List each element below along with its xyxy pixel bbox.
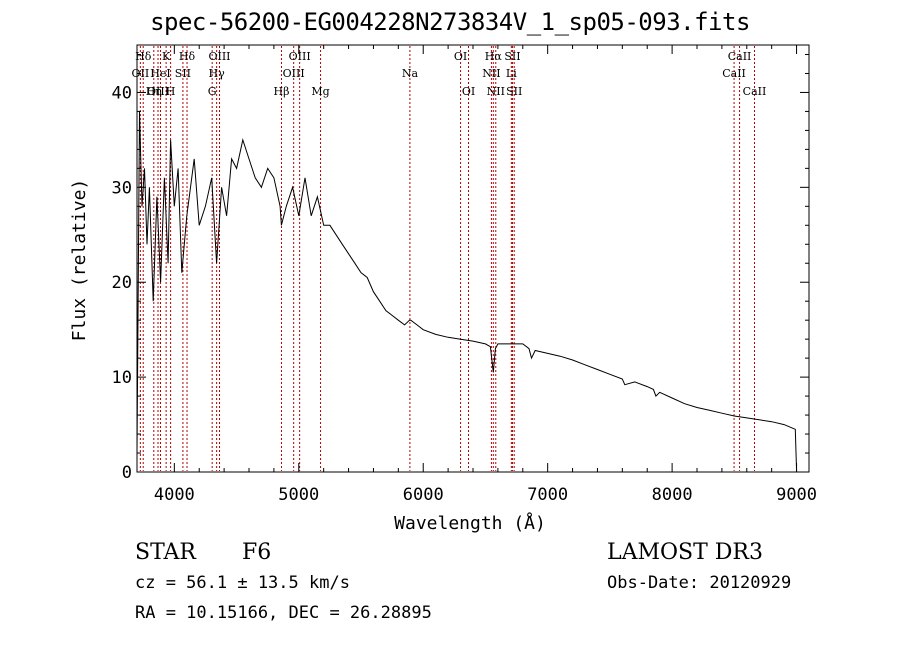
line-label-7: SII (504, 50, 520, 63)
line-label-20: H (166, 85, 176, 98)
x-axis: 4000 5000 6000 7000 8000 9000 (154, 45, 817, 505)
line-label-0: Hδ (135, 50, 152, 63)
y-tick-label-0: 0 (122, 463, 132, 483)
y-tick-label-2: 20 (112, 273, 132, 293)
line-label-5: OI (454, 50, 467, 63)
line-label-15: NII (482, 67, 500, 80)
coordinates: RA = 10.15166, DEC = 26.28895 (135, 603, 432, 623)
line-label-22: Hβ (274, 85, 290, 98)
line-label-24: OI (462, 85, 475, 98)
line-label-23: Mg (311, 85, 329, 98)
line-label-4: OIII (289, 50, 311, 63)
line-label-26: SII (506, 85, 522, 98)
y-tick-label-3: 30 (112, 178, 132, 198)
x-tick-label-0: 4000 (154, 485, 195, 505)
x-tick-label-2: 6000 (403, 485, 444, 505)
redshift-velocity: cz = 56.1 ± 13.5 km/s (135, 573, 350, 593)
survey-name: LAMOST DR3 (607, 540, 763, 565)
y-tick-label-1: 10 (112, 368, 132, 388)
x-tick-label-1: 5000 (278, 485, 319, 505)
x-tick-label-4: 8000 (652, 485, 693, 505)
line-label-13: OIII (283, 67, 305, 80)
line-label-16: Li (506, 67, 517, 80)
y-axis: 0 10 20 30 40 (112, 53, 809, 483)
line-label-2: Hδ (179, 50, 196, 63)
line-label-14: Na (402, 67, 419, 80)
observation-date: Obs-Date: 20120929 (607, 573, 792, 593)
line-label-1: K (162, 50, 171, 63)
x-axis-label: Wavelength (Å) (394, 512, 546, 534)
line-label-27: CaII (743, 85, 767, 98)
line-label-12: Hγ (209, 67, 226, 80)
y-tick-label-4: 40 (112, 83, 132, 103)
y-axis-label: Flux (relative) (69, 179, 90, 342)
chart-title: spec-56200-EG004228N273834V_1_sp05-093.f… (150, 8, 750, 36)
line-label-17: CaII (722, 67, 746, 80)
line-label-8: CaII (728, 50, 752, 63)
line-label-11: SII (175, 67, 191, 80)
line-label-3: OIII (208, 50, 230, 63)
line-label-6: Hα (485, 50, 503, 63)
x-tick-label-3: 7000 (527, 485, 568, 505)
line-label-25: NII (487, 85, 505, 98)
object-class: STAR (135, 540, 196, 565)
object-subclass: F6 (242, 540, 272, 565)
spectral-line-markers (139, 46, 755, 471)
spectrum-series-flux (136, 111, 798, 473)
line-label-18: OIII (147, 85, 169, 98)
line-label-9: OII (132, 67, 150, 80)
x-tick-label-5: 9000 (776, 485, 817, 505)
line-label-19: Hη (146, 85, 162, 98)
line-label-10: HeI (150, 67, 170, 80)
plot-frame (136, 44, 810, 473)
line-label-21: G (208, 85, 217, 98)
